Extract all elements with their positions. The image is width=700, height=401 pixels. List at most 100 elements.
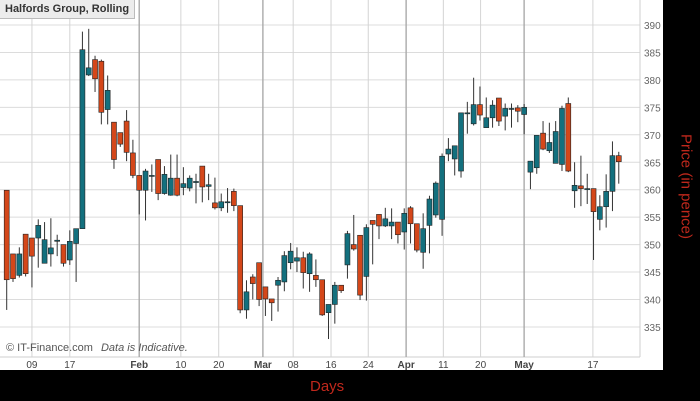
candle-body xyxy=(344,233,351,266)
candle xyxy=(218,193,225,212)
candle xyxy=(376,214,382,240)
y-tick-label: 335 xyxy=(644,323,661,334)
candle xyxy=(357,234,363,301)
candle xyxy=(382,207,389,228)
candle xyxy=(79,31,86,229)
candle-body xyxy=(104,90,111,110)
candle xyxy=(578,155,584,207)
candle xyxy=(584,173,591,204)
candle xyxy=(521,104,527,135)
candle-body xyxy=(237,205,243,311)
candle-body xyxy=(350,244,357,250)
candle-body xyxy=(41,239,48,264)
y-tick-label: 350 xyxy=(644,241,661,252)
candle xyxy=(603,174,609,228)
candle xyxy=(22,233,29,277)
candle-body xyxy=(420,228,426,253)
x-tick-label: 08 xyxy=(288,360,300,371)
candle-body xyxy=(590,188,597,212)
candle xyxy=(294,247,300,273)
candle xyxy=(559,105,565,172)
y-tick-label: 360 xyxy=(644,186,661,197)
candle-body xyxy=(136,175,143,191)
candle xyxy=(350,214,357,251)
candle-body xyxy=(597,206,603,220)
candle xyxy=(275,276,281,312)
candle-body xyxy=(540,132,546,150)
candle xyxy=(300,251,307,289)
indicative-note: Data is Indicative. xyxy=(100,342,188,354)
candle-body xyxy=(256,262,262,300)
x-tick-label: Feb xyxy=(130,360,148,371)
candle xyxy=(3,189,10,310)
candle-body xyxy=(243,291,250,311)
candles xyxy=(3,28,622,340)
candle xyxy=(306,252,313,292)
candle xyxy=(552,121,559,164)
candle-body xyxy=(426,198,433,226)
candle-body xyxy=(142,170,149,191)
candle-body xyxy=(432,182,439,216)
candle xyxy=(369,220,376,265)
candle-body xyxy=(275,279,281,286)
candle-body xyxy=(464,112,471,115)
x-tick-label: 11 xyxy=(438,360,449,371)
candle-body xyxy=(414,223,420,251)
candle-body xyxy=(306,253,313,274)
candle-body xyxy=(85,67,92,76)
candle-body xyxy=(376,214,382,227)
candle xyxy=(54,234,60,257)
x-tick-label: 17 xyxy=(64,360,76,371)
candle-body xyxy=(388,221,395,227)
candle-body xyxy=(527,160,534,173)
candle-body xyxy=(319,279,326,316)
y-tick-label: 355 xyxy=(644,213,661,224)
candle xyxy=(186,175,193,192)
candle-body xyxy=(508,108,515,110)
candle-body xyxy=(615,155,622,163)
candle xyxy=(615,151,622,184)
y-tick-label: 385 xyxy=(644,48,661,59)
candle-body xyxy=(502,108,508,117)
candle xyxy=(35,219,42,268)
candle xyxy=(489,100,496,128)
candle xyxy=(432,181,439,218)
candle xyxy=(205,173,212,201)
candle xyxy=(136,175,143,215)
candle xyxy=(597,195,603,231)
x-tick-label: May xyxy=(514,360,534,371)
x-axis-title: Days xyxy=(310,378,345,395)
candle xyxy=(477,86,483,121)
candle-body xyxy=(515,107,521,112)
candle xyxy=(231,188,237,212)
candle-body xyxy=(224,201,231,204)
candle xyxy=(199,165,206,203)
candle-body xyxy=(54,239,60,242)
candle-body xyxy=(470,104,477,125)
candle-body xyxy=(369,220,376,225)
candle-body xyxy=(300,257,307,273)
y-tick-label: 370 xyxy=(644,131,661,142)
candle xyxy=(41,222,48,264)
candle-body xyxy=(231,191,237,206)
y-tick-label: 365 xyxy=(644,158,661,169)
candle xyxy=(445,138,452,162)
candle-body xyxy=(98,60,105,113)
candle-body xyxy=(29,237,35,257)
chart-title: Halfords Group, Rolling xyxy=(0,0,136,19)
candle xyxy=(29,237,35,288)
candle-body xyxy=(294,257,300,262)
candle xyxy=(212,177,218,210)
candle xyxy=(590,188,597,260)
candle-body xyxy=(407,207,414,225)
candle-body xyxy=(483,117,490,128)
candle xyxy=(565,97,572,173)
candle-body xyxy=(249,276,256,284)
candle-body xyxy=(155,159,161,194)
candle xyxy=(262,286,269,316)
candle-body xyxy=(521,107,527,115)
candle-body xyxy=(117,132,124,145)
candle-body xyxy=(332,284,338,305)
candle-body xyxy=(338,284,344,292)
